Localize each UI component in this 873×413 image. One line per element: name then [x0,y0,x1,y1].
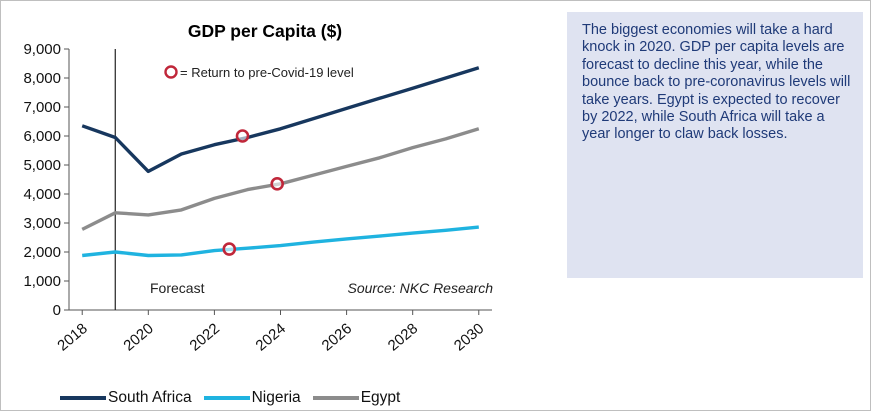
commentary-box: The biggest economies will take a hard k… [567,12,863,278]
x-tick-label: 2030 [451,320,487,354]
y-tick-label: 8,000 [23,70,61,87]
y-tick-label: 4,000 [23,186,61,203]
legend-label: Nigeria [251,389,301,406]
y-tick-label: 5,000 [23,157,61,174]
milestone-markers [222,129,284,256]
series-line-nigeria [82,225,479,258]
legend-item-nigeria: Nigeria [203,389,301,407]
x-tick-label: 2022 [186,320,222,354]
y-tick-label: 6,000 [23,128,61,145]
marker-legend-text: = Return to pre-Covid-19 level [180,65,354,80]
series-line-south-africa [81,66,480,174]
series-lines [81,66,480,258]
x-tick-label: 2020 [120,320,156,354]
recovery-marker-egypt [270,177,284,191]
x-tick-label: 2018 [54,320,90,354]
axes: 0 1,000 2,000 3,000 4,000 5,000 6,000 7,000 8,00… [23,41,492,355]
legend-label: Egypt [360,389,401,406]
y-tick-label: 2,000 [23,244,61,261]
x-tick-label: 2026 [319,320,355,354]
legend-swatch [60,396,106,400]
marker-legend-icon [164,65,178,79]
legend-item-south-africa: South Africa [60,389,192,407]
y-tick-label: 1,000 [23,273,61,290]
source-label: Source: NKC Research [347,280,493,296]
legend-swatch [312,396,359,400]
y-tick-label: 3,000 [23,215,61,232]
legend: South Africa Nigeria Egypt [60,386,412,410]
legend-swatch [203,396,250,400]
y-tick-label: 7,000 [23,99,61,116]
recovery-marker-nigeria [222,242,237,256]
legend-item-egypt: Egypt [312,389,401,407]
commentary-text: The biggest economies will take a hard k… [582,22,851,143]
legend-label: South Africa [108,389,192,406]
x-tick-label: 2028 [385,320,421,354]
y-tick-label: 0 [53,302,61,319]
y-tick-label: 9,000 [23,41,61,58]
forecast-label: Forecast [150,280,205,296]
x-tick-label: 2024 [253,320,289,354]
chart-title: GDP per Capita ($) [188,21,342,41]
recovery-marker-south-africa [235,129,250,143]
